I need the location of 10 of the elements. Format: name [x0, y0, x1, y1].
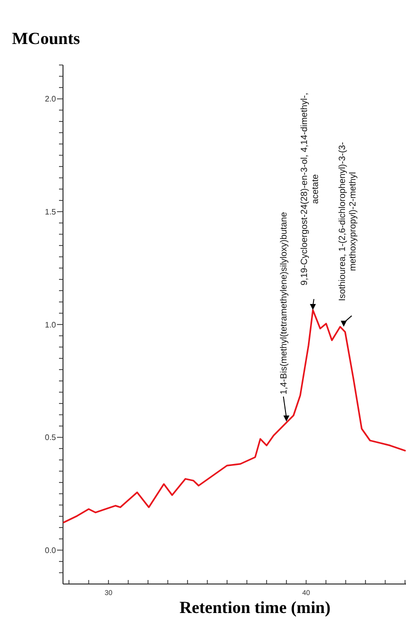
annotation: 1,4-Bis(methyl(tetramethylene)silyloxy)butane: [278, 212, 289, 395]
x-axis-title: Retention time (min): [179, 598, 331, 617]
y-tick-label: 1.0: [44, 320, 57, 330]
annotation: 9,19-Cycloergost-24(28)-en-3-ol, 4,14-dimethyl-, acetate: [299, 92, 320, 286]
y-tick-label: 1.5: [44, 207, 57, 216]
y-tick-label: 2.0: [44, 94, 57, 104]
annotation: Isothiourea, 1-(2,6-dichlorophenyl)-3-(3- methoxypropyl)-2-methyl: [336, 142, 358, 302]
y-tick-label: 0.0: [44, 546, 57, 555]
y-axis-title: MCounts: [12, 29, 80, 48]
y-tick-label: 0.5: [44, 433, 57, 442]
